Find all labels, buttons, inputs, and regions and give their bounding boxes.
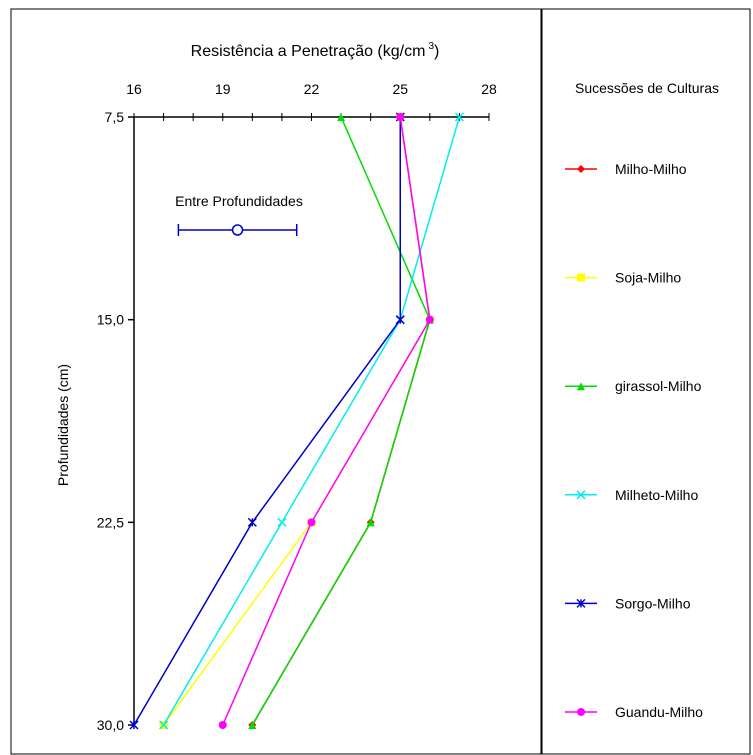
legend-item: Sorgo-Milho <box>565 595 691 611</box>
data-point-milheto-milho <box>454 112 464 122</box>
x-tick-label: 22 <box>304 81 320 97</box>
legend-item: girassol-Milho <box>565 378 702 394</box>
x-tick-label: 19 <box>215 81 231 97</box>
y-ticks: 7,5 15,0 22,5 30,0 <box>97 109 134 733</box>
y-tick-label: 30,0 <box>97 717 124 733</box>
data-point-sorgo-milho <box>247 517 257 527</box>
data-point-guandu-milho <box>396 113 405 121</box>
legend-panel-frame <box>541 8 751 755</box>
legend-marker <box>577 165 585 173</box>
y-tick-label: 15,0 <box>97 312 124 328</box>
y-tick-label: 7,5 <box>105 109 125 125</box>
error-bar <box>177 224 298 236</box>
data-point-sorgo-milho <box>129 720 139 730</box>
legend-marker <box>577 273 585 282</box>
legend-label: Sorgo-Milho <box>615 595 691 611</box>
legend-label: Guandu-Milho <box>615 704 703 720</box>
legend-label: girassol-Milho <box>615 378 702 394</box>
legend-label: Milheto-Milho <box>615 487 698 503</box>
legend-marker <box>576 490 586 500</box>
x-tick-label: 16 <box>126 81 142 97</box>
x-ticks: 16 19 22 25 28 <box>126 81 497 121</box>
series-line-guandu-milho <box>222 116 431 726</box>
legend-item: Guandu-Milho <box>565 704 703 720</box>
chart-title: Resistência a Penetração (kg/cm 3) <box>191 41 440 60</box>
legend: Milho-Milho Soja-Milho girassol-Milho Milhe… <box>565 161 703 720</box>
legend-item: Milheto-Milho <box>565 487 698 503</box>
error-bar-label: Entre Profundidades <box>175 193 303 209</box>
series-layer <box>129 112 464 730</box>
series-line-milheto-milho <box>162 116 461 726</box>
error-bar-center <box>231 224 244 236</box>
x-tick-label: 25 <box>392 81 408 97</box>
x-tick-label: 28 <box>481 81 497 97</box>
legend-label: Soja-Milho <box>615 270 681 286</box>
data-point-guandu-milho <box>307 518 316 527</box>
data-point-sorgo-milho <box>395 315 405 325</box>
data-point-milheto-milho <box>277 517 287 527</box>
data-point-milheto-milho <box>159 720 169 730</box>
legend-marker <box>577 708 585 716</box>
y-tick-label: 22,5 <box>97 514 124 530</box>
data-point-girassol-milho <box>366 518 375 527</box>
legend-marker <box>576 598 586 608</box>
plot-panel-frame <box>10 8 542 755</box>
y-axis-label: Profundidades (cm) <box>55 364 71 486</box>
data-point-girassol-milho <box>248 721 257 729</box>
data-point-guandu-milho <box>425 315 434 324</box>
data-point-girassol-milho <box>337 113 346 121</box>
legend-item: Milho-Milho <box>565 161 687 177</box>
series-line-sorgo-milho <box>133 117 401 726</box>
series-line-girassol-milho <box>251 116 431 726</box>
legend-marker <box>577 382 585 391</box>
legend-title: Sucessões de Culturas <box>575 80 719 96</box>
legend-item: Soja-Milho <box>565 270 681 286</box>
data-point-guandu-milho <box>218 721 227 729</box>
legend-label: Milho-Milho <box>615 161 687 177</box>
